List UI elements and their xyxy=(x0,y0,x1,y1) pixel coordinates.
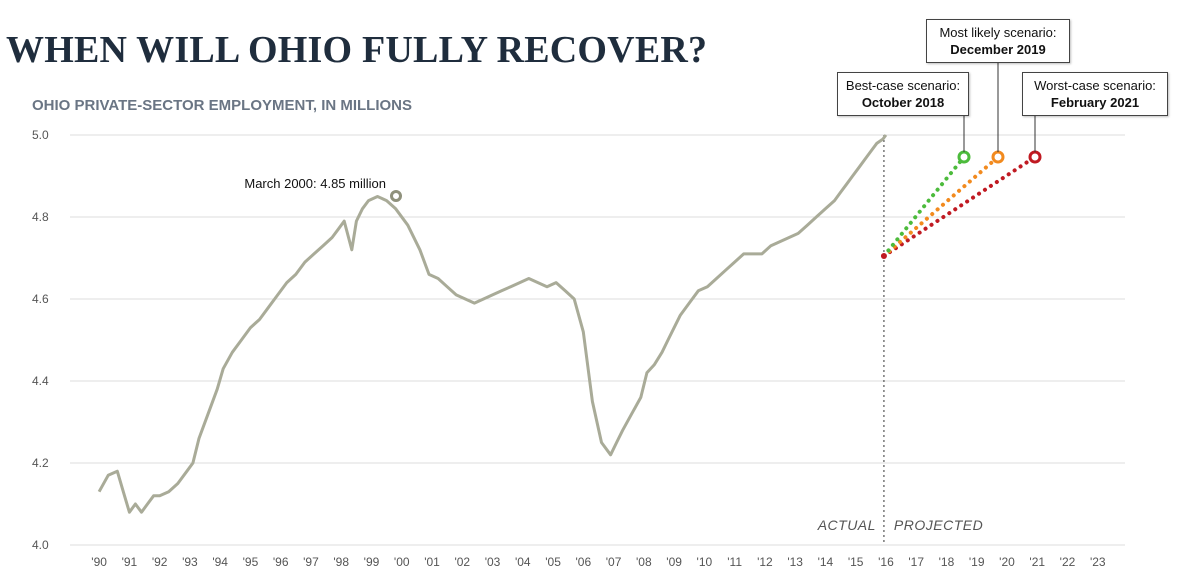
peak-annotation: March 2000: 4.85 million xyxy=(244,176,386,191)
x-tick-label: '21 xyxy=(1029,555,1045,569)
x-tick-label: '15 xyxy=(848,555,864,569)
best-case-projection-line xyxy=(881,155,966,258)
x-tick-label: '22 xyxy=(1060,555,1076,569)
most-likely-callout-date: December 2019 xyxy=(950,42,1046,57)
most-likely-projection-end-marker xyxy=(991,150,1005,164)
x-tick-label: '98 xyxy=(333,555,349,569)
best-case-callout: Best-case scenario: October 2018 xyxy=(837,72,969,116)
y-tick-label: 4.4 xyxy=(32,374,49,388)
x-tick-label: '90 xyxy=(91,555,107,569)
x-tick-label: '17 xyxy=(908,555,924,569)
worst-case-callout-label: Worst-case scenario: xyxy=(1034,78,1156,93)
y-tick-label: 5.0 xyxy=(32,128,49,142)
actual-label: ACTUAL xyxy=(817,517,876,533)
x-tick-label: '92 xyxy=(152,555,168,569)
x-tick-label: '19 xyxy=(969,555,985,569)
x-axis-ticks: '90 '91 '92 '93 '94 '95 '96 '97 '98 '99 '00 '01 '02 '… xyxy=(91,555,1106,569)
x-tick-label: '91 xyxy=(122,555,138,569)
x-tick-label: '05 xyxy=(545,555,561,569)
worst-case-callout-date: February 2021 xyxy=(1050,95,1140,110)
best-case-callout-date: October 2018 xyxy=(861,95,945,110)
x-tick-label: '95 xyxy=(243,555,259,569)
x-tick-label: '09 xyxy=(666,555,682,569)
x-tick-label: '96 xyxy=(273,555,289,569)
best-case-projection-end-marker xyxy=(957,150,971,164)
chart-title: WHEN WILL OHIO FULLY RECOVER? xyxy=(6,29,708,71)
x-tick-label: '13 xyxy=(787,555,803,569)
x-tick-label: '00 xyxy=(394,555,410,569)
x-tick-label: '94 xyxy=(212,555,228,569)
projected-label: PROJECTED xyxy=(894,517,983,533)
most-likely-projection-line xyxy=(881,155,1000,258)
gridlines xyxy=(70,134,1125,546)
x-tick-label: '97 xyxy=(303,555,319,569)
worst-case-projection-end-marker xyxy=(1028,150,1042,164)
worst-case-projection-line xyxy=(881,155,1037,258)
y-tick-label: 4.8 xyxy=(32,210,49,224)
x-tick-label: '07 xyxy=(606,555,622,569)
x-tick-label: '08 xyxy=(636,555,652,569)
best-case-callout-label: Best-case scenario: xyxy=(845,78,961,93)
x-tick-label: '03 xyxy=(485,555,501,569)
x-tick-label: '12 xyxy=(757,555,773,569)
x-tick-label: '02 xyxy=(454,555,470,569)
most-likely-callout-label: Most likely scenario: xyxy=(939,25,1057,40)
peak-marker xyxy=(390,190,402,202)
y-tick-label: 4.6 xyxy=(32,292,49,306)
x-tick-label: '10 xyxy=(697,555,713,569)
projection-start-marker xyxy=(880,252,887,259)
x-tick-label: '04 xyxy=(515,555,531,569)
x-tick-label: '23 xyxy=(1090,555,1106,569)
chart-subtitle: OHIO PRIVATE-SECTOR EMPLOYMENT, IN MILLI… xyxy=(32,97,413,114)
x-tick-label: '93 xyxy=(182,555,198,569)
x-tick-label: '06 xyxy=(575,555,591,569)
x-tick-label: '11 xyxy=(727,555,742,569)
y-tick-label: 4.0 xyxy=(32,538,49,552)
worst-case-callout: Worst-case scenario: February 2021 xyxy=(1022,72,1168,116)
x-tick-label: '20 xyxy=(999,555,1015,569)
y-tick-label: 4.2 xyxy=(32,456,49,470)
x-tick-label: '14 xyxy=(818,555,834,569)
x-tick-label: '18 xyxy=(939,555,955,569)
x-tick-label: '01 xyxy=(424,555,440,569)
x-tick-label: '16 xyxy=(878,555,894,569)
employment-series-line xyxy=(97,134,888,514)
x-tick-label: '99 xyxy=(364,555,380,569)
most-likely-callout: Most likely scenario: December 2019 xyxy=(926,19,1070,63)
y-axis-ticks: 5.0 4.8 4.6 4.4 4.2 4.0 xyxy=(32,128,49,552)
projection-lines xyxy=(880,57,1042,259)
